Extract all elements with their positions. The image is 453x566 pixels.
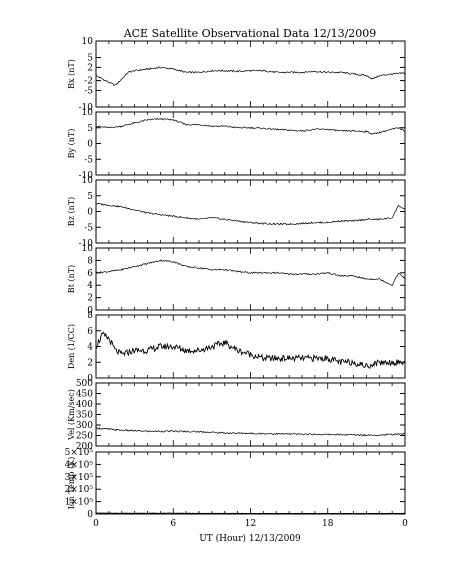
y-axis-label: By (nT) bbox=[67, 129, 76, 159]
panel-2: 10 5 0 -5 -10 By (nT) bbox=[67, 108, 406, 181]
y-tick-label: -5 bbox=[84, 87, 93, 97]
y-tick-label: 0 bbox=[87, 208, 93, 218]
data-line bbox=[95, 331, 406, 369]
panel-1: 10 52 -2-5 -10 Bx (nT) bbox=[67, 37, 406, 113]
panel-frame bbox=[95, 451, 406, 515]
y-tick-label: 400 bbox=[76, 400, 93, 410]
x-axis-label: UT (Hour) 12/13/2009 bbox=[199, 533, 301, 544]
y-tick-label: 250 bbox=[76, 432, 93, 442]
y-tick-label: 4×10⁵ bbox=[65, 460, 94, 470]
y-tick-label: 1×10⁵ bbox=[65, 498, 94, 508]
y-tick-label: 0 bbox=[87, 306, 93, 316]
y-tick-label: 10 bbox=[82, 108, 94, 118]
x-tick-label: 0 bbox=[402, 519, 408, 529]
panel-3: 10 5 0 -5 -10 Bz (nT) bbox=[67, 176, 406, 249]
y-tick-label: 5 bbox=[87, 54, 93, 64]
y-axis-label: Vel (Km/sec) bbox=[67, 389, 76, 441]
panel-4: 10 8 6 4 2 0 Bt (nT) bbox=[67, 244, 406, 316]
x-tick-label: 0 bbox=[93, 519, 99, 529]
y-tick-label: -10 bbox=[79, 103, 94, 113]
y-tick-label: 3×10⁵ bbox=[65, 473, 94, 483]
y-tick-label: 4 bbox=[87, 281, 93, 291]
y-tick-label: 200 bbox=[76, 442, 93, 452]
y-tick-label: 5×10⁵ bbox=[65, 448, 94, 458]
panel-frame bbox=[95, 314, 406, 379]
y-axis-label: Den (1/CC) bbox=[67, 324, 76, 369]
y-tick-label: 10 bbox=[82, 176, 94, 186]
chart-title: ACE Satellite Observational Data 12/13/2… bbox=[123, 27, 377, 40]
x-tick-label: 18 bbox=[322, 519, 334, 529]
y-tick-label: 0 bbox=[87, 510, 93, 520]
y-tick-label: 2 bbox=[87, 358, 93, 368]
panel-5: 8 6 4 2 0 Den (1/CC) bbox=[67, 311, 406, 384]
y-tick-label: -5 bbox=[84, 155, 93, 165]
y-tick-label: 5 bbox=[87, 192, 93, 202]
y-tick-label: 2 bbox=[87, 63, 93, 73]
panel-frame bbox=[95, 382, 406, 447]
y-tick-label: -5 bbox=[84, 223, 93, 233]
x-tick-label: 6 bbox=[170, 519, 176, 529]
y-tick-label: 300 bbox=[76, 421, 93, 431]
y-tick-label: 2 bbox=[87, 294, 93, 304]
y-axis-label: Bt (nT) bbox=[67, 265, 76, 293]
x-tick-label: 12 bbox=[245, 519, 256, 529]
data-line bbox=[95, 202, 406, 226]
y-axis-label: Ion Temp (K) bbox=[67, 457, 76, 510]
y-tick-label: 450 bbox=[76, 390, 93, 400]
data-line bbox=[95, 427, 406, 437]
y-tick-label: 8 bbox=[87, 311, 93, 321]
y-tick-label: 500 bbox=[76, 379, 93, 389]
y-tick-label: 8 bbox=[87, 256, 93, 266]
data-line bbox=[95, 259, 406, 287]
panel-frame bbox=[95, 40, 406, 108]
panel-frame bbox=[95, 111, 406, 176]
y-tick-label: 10 bbox=[82, 37, 94, 47]
y-tick-label: 5 bbox=[87, 124, 93, 134]
y-tick-label: -10 bbox=[79, 239, 94, 249]
y-tick-label: 0 bbox=[87, 374, 93, 384]
y-axis-label: Bz (nT) bbox=[67, 197, 76, 226]
y-tick-label: -10 bbox=[79, 171, 94, 181]
y-tick-label: 2×10⁵ bbox=[65, 485, 94, 495]
data-line bbox=[96, 117, 406, 135]
y-tick-label: 4 bbox=[87, 343, 93, 353]
y-tick-label: 10 bbox=[82, 244, 94, 254]
y-tick-label: 6 bbox=[87, 269, 93, 279]
y-tick-label: 350 bbox=[76, 411, 93, 421]
panel-7: 5×10⁵ 4×10⁵ 3×10⁵ 2×10⁵ 1×10⁵ 0 Ion Temp (K) bbox=[65, 448, 406, 520]
y-axis-label: Bx (nT) bbox=[67, 59, 76, 89]
data-line bbox=[95, 66, 406, 87]
data-line bbox=[96, 512, 406, 514]
panel-frame bbox=[95, 247, 406, 311]
y-tick-label: 6 bbox=[87, 327, 93, 337]
y-tick-label: -2 bbox=[84, 77, 93, 87]
y-tick-label: 0 bbox=[87, 140, 93, 150]
